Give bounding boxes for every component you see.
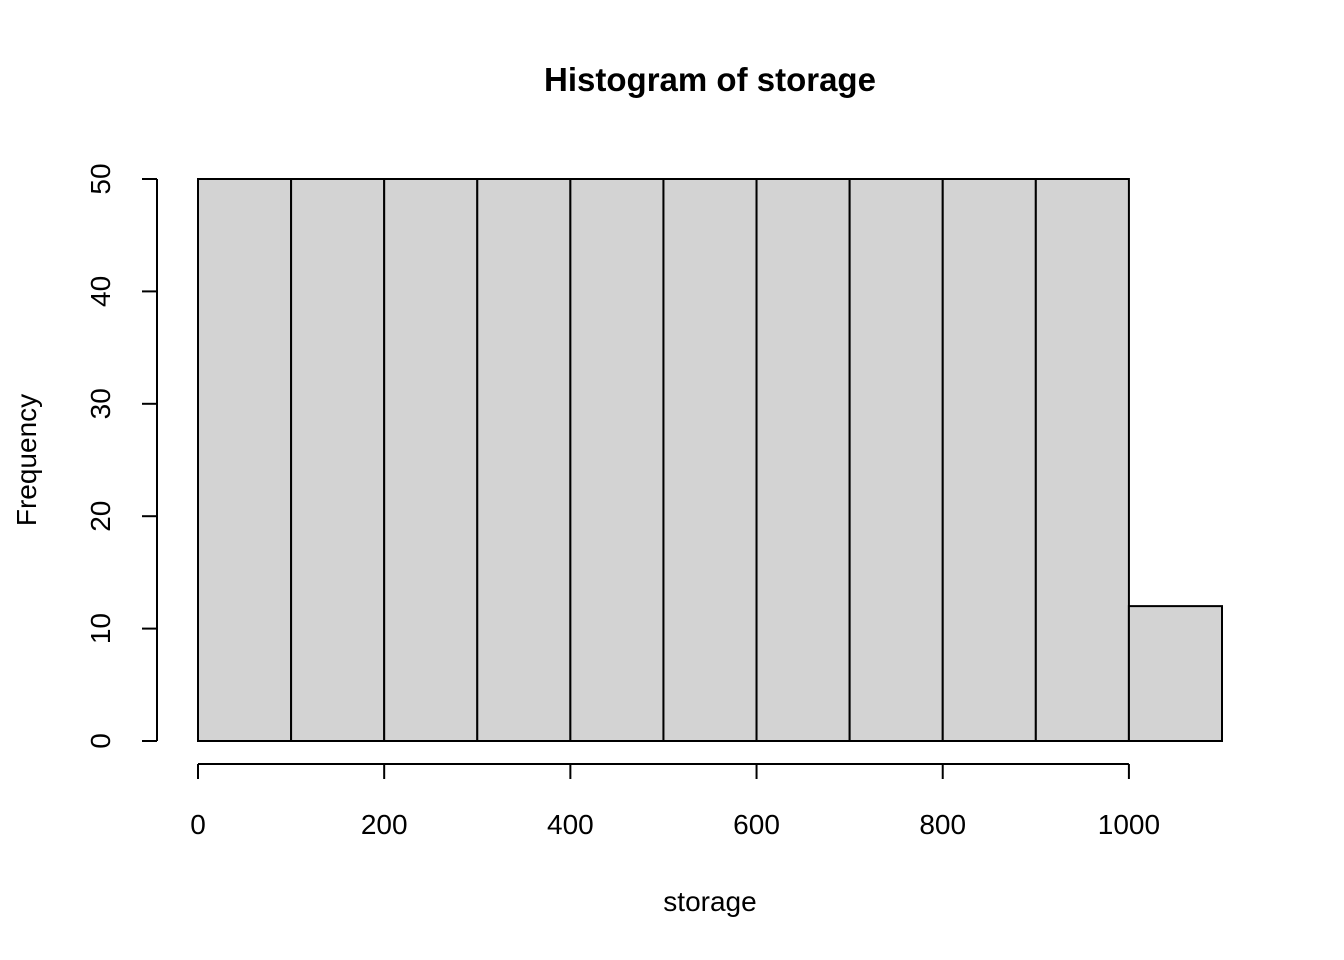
- y-tick-label: 50: [85, 163, 116, 194]
- y-axis: 0 10 20 30 40 50: [85, 163, 158, 749]
- histogram-bar-1: [197, 178, 293, 742]
- histogram-bars: [197, 178, 1223, 742]
- histogram-bar-3: [383, 178, 479, 742]
- y-tick-label: 0: [85, 733, 116, 749]
- x-tick-label: 400: [547, 809, 594, 840]
- y-tick-label: 30: [85, 388, 116, 419]
- x-tick-label: 200: [361, 809, 408, 840]
- x-tick-label: 1000: [1098, 809, 1160, 840]
- histogram-bar-11: [1127, 605, 1223, 742]
- x-axis-label: storage: [663, 886, 756, 917]
- histogram-bar-2: [290, 178, 386, 742]
- histogram-bar-7: [755, 178, 851, 742]
- x-tick-label: 0: [190, 809, 206, 840]
- x-axis: 0 200 400 600 800 1000: [190, 763, 1160, 840]
- histogram-bar-10: [1034, 178, 1130, 742]
- y-tick-label: 10: [85, 613, 116, 644]
- histogram-bar-6: [662, 178, 758, 742]
- histogram-bar-9: [941, 178, 1037, 742]
- histogram-bar-5: [569, 178, 665, 742]
- histogram-bar-4: [476, 178, 572, 742]
- y-tick-label: 40: [85, 276, 116, 307]
- histogram-bar-8: [848, 178, 944, 742]
- y-axis-label: Frequency: [11, 394, 42, 526]
- x-tick-label: 600: [733, 809, 780, 840]
- chart-title: Histogram of storage: [544, 61, 876, 98]
- x-tick-label: 800: [919, 809, 966, 840]
- y-tick-label: 20: [85, 501, 116, 532]
